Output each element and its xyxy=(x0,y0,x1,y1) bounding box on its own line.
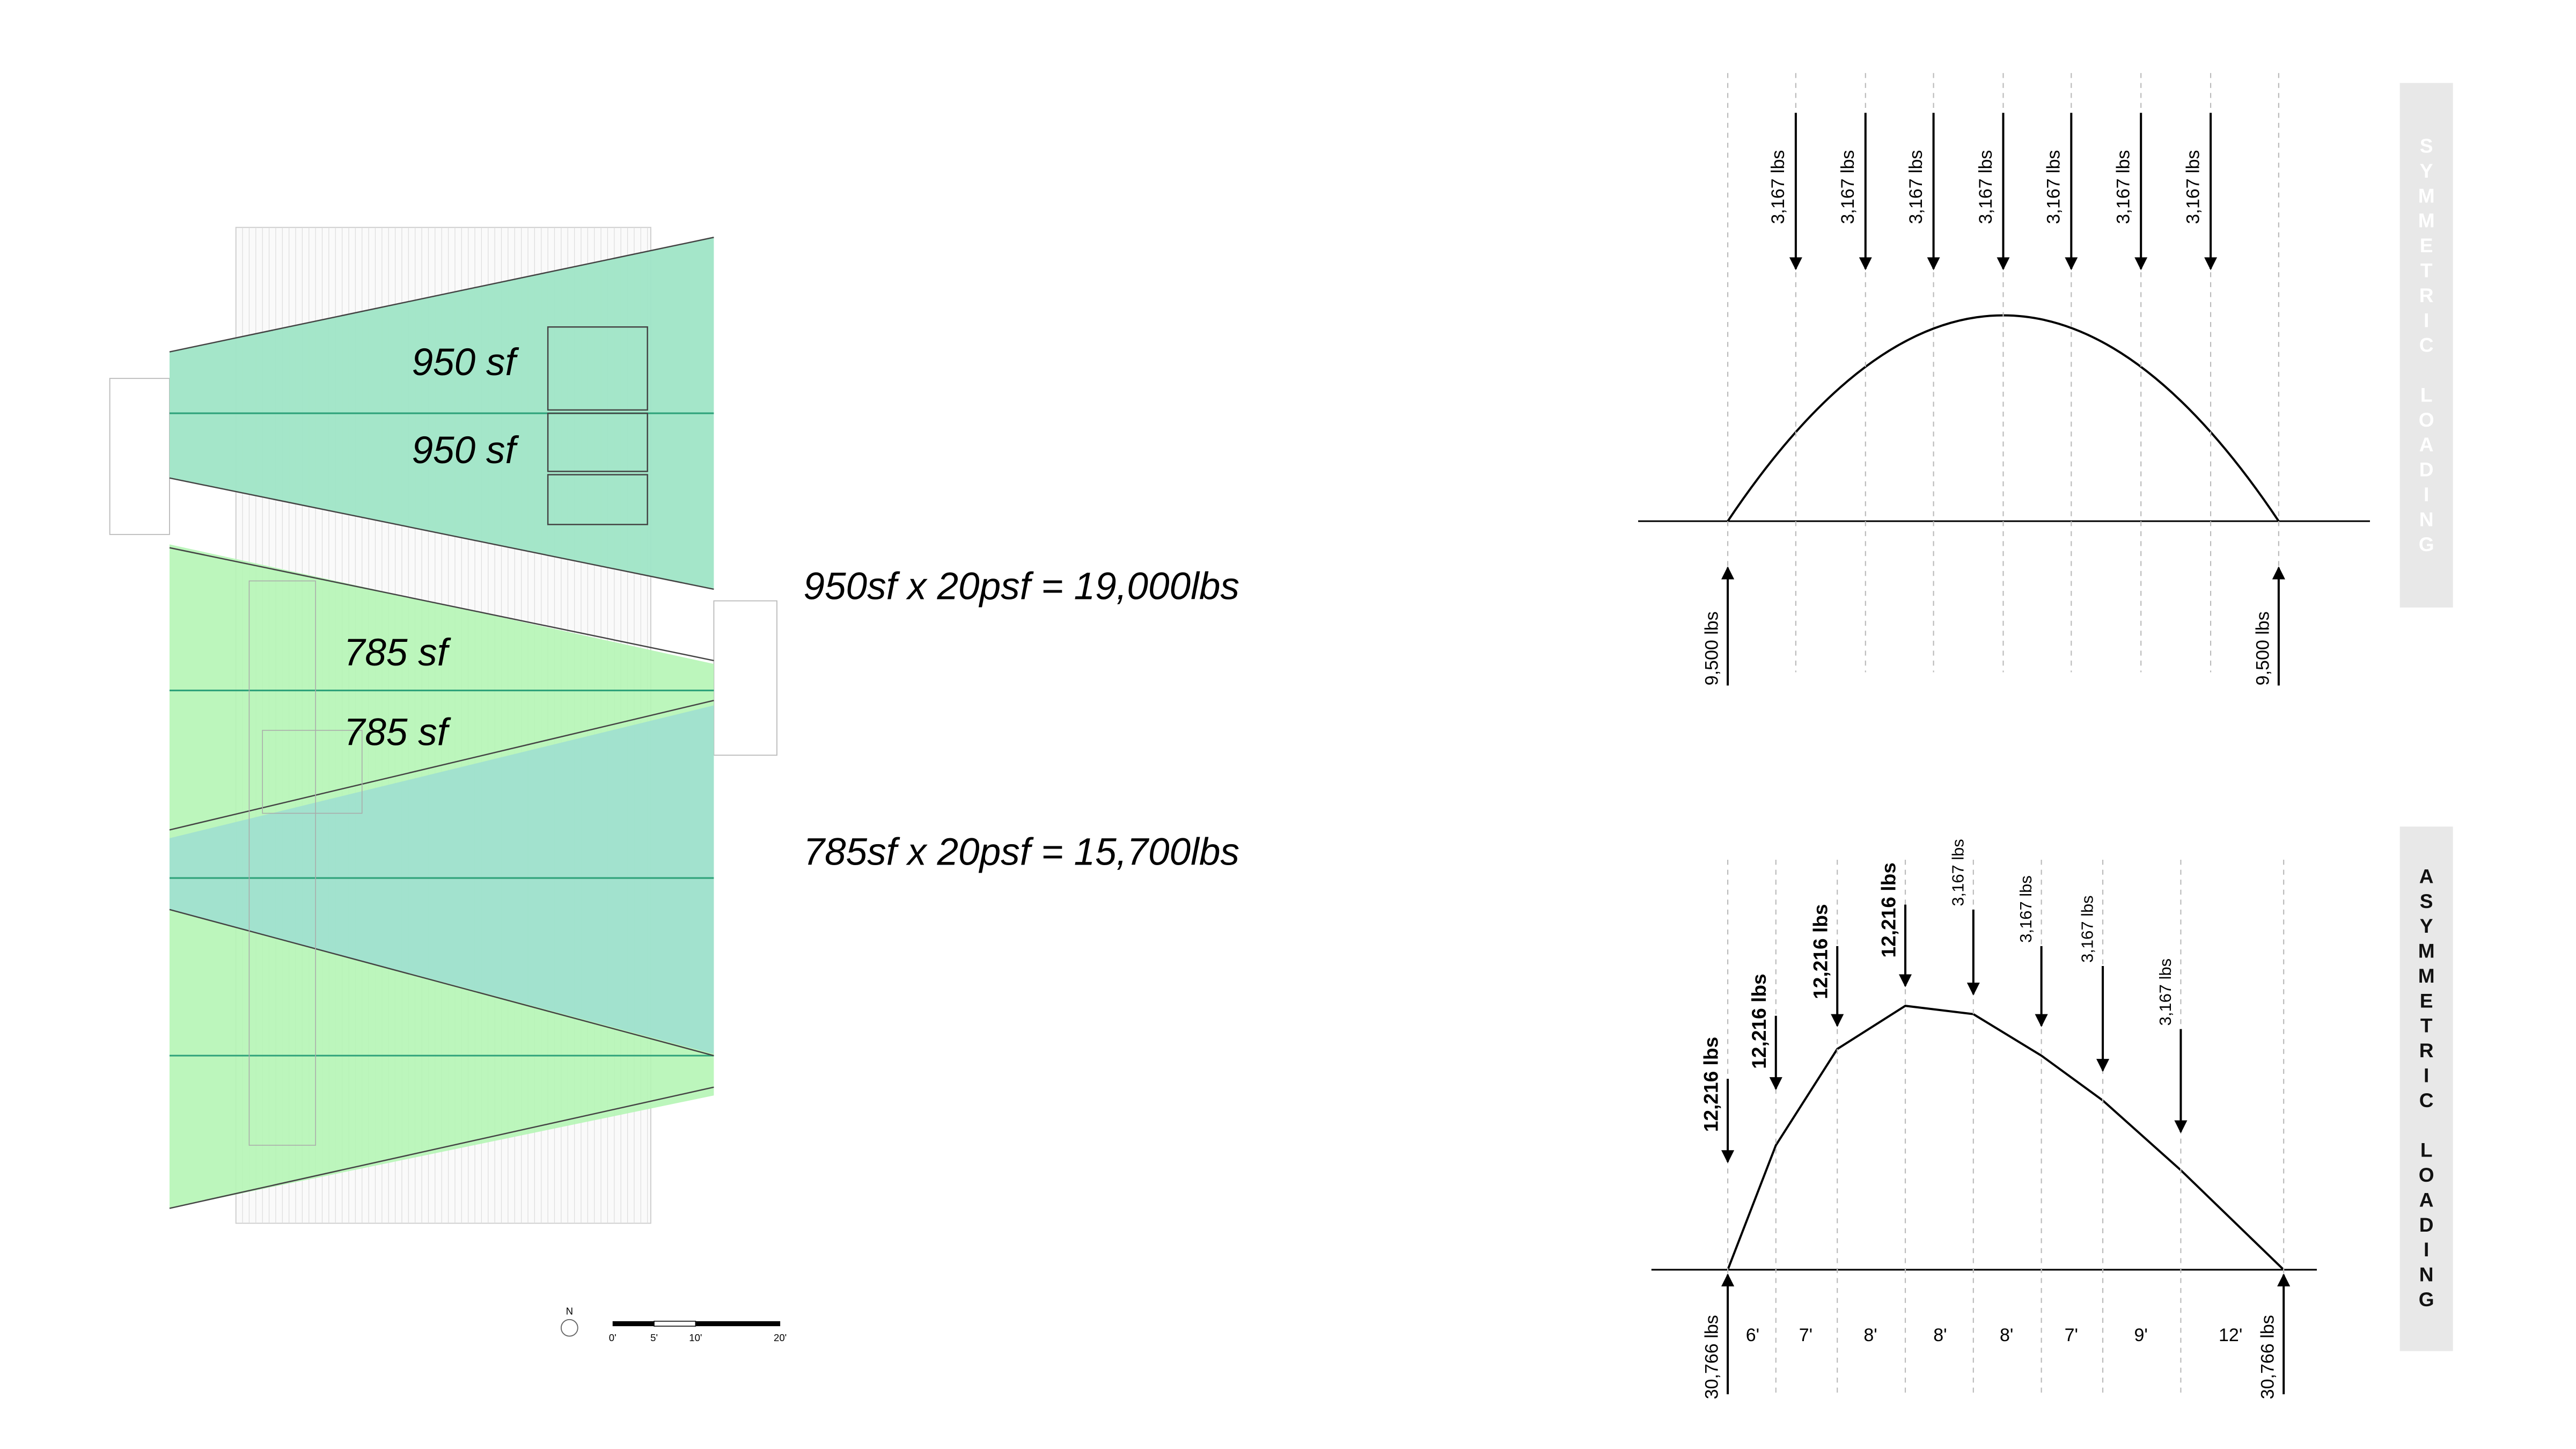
load-label: 12,216 lbs xyxy=(1877,862,1899,957)
load-label: 3,167 lbs xyxy=(2078,895,2097,962)
area-label: 950 sf xyxy=(412,429,519,472)
scale-label: 20' xyxy=(774,1332,787,1343)
scale-label: 5' xyxy=(650,1332,658,1343)
equation: 785sf x 20psf = 15,700lbs xyxy=(803,831,1239,873)
reaction-label: 30,766 lbs xyxy=(1702,1315,1722,1399)
funicular-line xyxy=(1727,1005,2285,1271)
load-label: 3,167 lbs xyxy=(2183,150,2203,224)
floor-plan xyxy=(109,226,781,1337)
side-title: SYMMETRIC LOADING xyxy=(2414,133,2438,557)
scale-label: 0' xyxy=(609,1332,617,1343)
reaction-label: 9,500 lbs xyxy=(2252,611,2273,685)
load-label: 3,167 lbs xyxy=(1948,839,1967,906)
span-label: 7' xyxy=(1799,1325,1812,1345)
load-label: 3,167 lbs xyxy=(2156,958,2175,1026)
load-label: 3,167 lbs xyxy=(2016,875,2035,942)
reaction-label: 30,766 lbs xyxy=(2258,1315,2278,1399)
load-label: 3,167 lbs xyxy=(1838,150,1858,224)
span-label: 8' xyxy=(1933,1325,1947,1345)
north-label: N xyxy=(566,1305,573,1316)
area-label: 785 sf xyxy=(344,712,451,754)
load-label: 3,167 lbs xyxy=(1768,150,1788,224)
side-title: ASYMMETRIC LOADING xyxy=(2414,865,2438,1313)
span-label: 7' xyxy=(2065,1325,2078,1345)
load-label: 12,216 lbs xyxy=(1700,1037,1722,1132)
span-label: 6' xyxy=(1746,1325,1759,1345)
span-label: 8' xyxy=(1863,1325,1877,1345)
scale-label: 10' xyxy=(689,1332,702,1343)
load-label: 12,216 lbs xyxy=(1809,904,1832,999)
span-label: 12' xyxy=(2219,1325,2242,1345)
span-label: 8' xyxy=(2000,1325,2013,1345)
area-label: 950 sf xyxy=(412,341,519,384)
load-label: 12,216 lbs xyxy=(1748,974,1770,1069)
load-label: 3,167 lbs xyxy=(1906,150,1926,224)
load-label: 3,167 lbs xyxy=(1976,150,1996,224)
span-label: 9' xyxy=(2134,1325,2147,1345)
reaction-label: 9,500 lbs xyxy=(1702,611,1722,685)
load-label: 3,167 lbs xyxy=(2113,150,2134,224)
equation: 950sf x 20psf = 19,000lbs xyxy=(803,565,1239,608)
area-label: 785 sf xyxy=(344,632,451,674)
load-label: 3,167 lbs xyxy=(2044,150,2064,224)
